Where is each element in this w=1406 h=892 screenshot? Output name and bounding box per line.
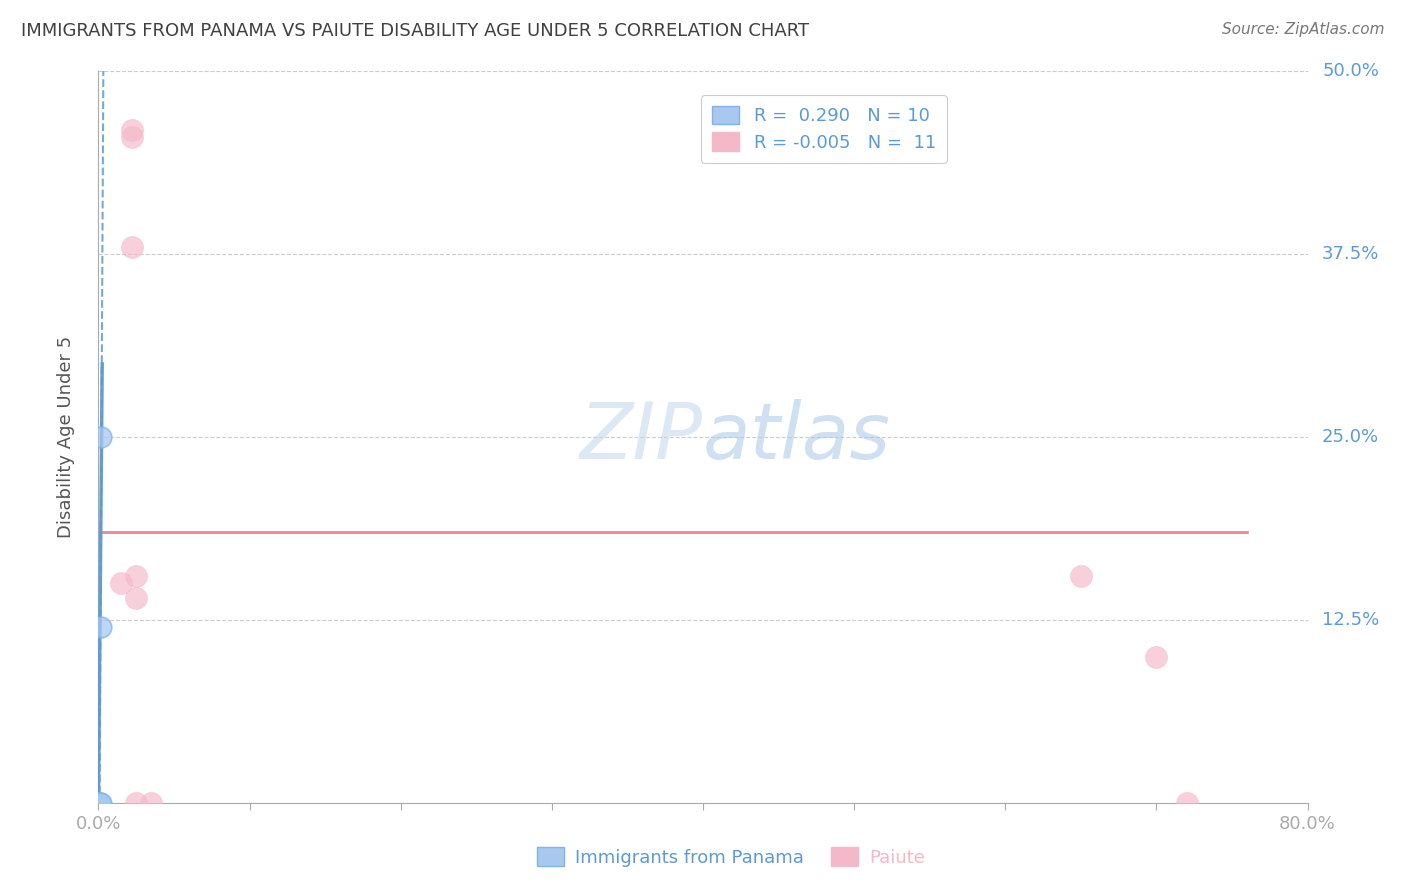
Text: Source: ZipAtlas.com: Source: ZipAtlas.com bbox=[1222, 22, 1385, 37]
Point bbox=[90, 796, 112, 810]
Point bbox=[110, 576, 132, 591]
Point bbox=[125, 796, 148, 810]
Legend: Immigrants from Panama, Paiute: Immigrants from Panama, Paiute bbox=[530, 840, 932, 874]
Point bbox=[90, 620, 112, 634]
Text: 25.0%: 25.0% bbox=[1322, 428, 1379, 446]
Point bbox=[121, 123, 143, 137]
Y-axis label: Disability Age Under 5: Disability Age Under 5 bbox=[56, 336, 75, 538]
Point bbox=[125, 591, 148, 605]
Text: ZIP: ZIP bbox=[581, 399, 703, 475]
Point bbox=[125, 569, 148, 583]
Point bbox=[141, 796, 163, 810]
Legend: R =  0.290   N = 10, R = -0.005   N =  11: R = 0.290 N = 10, R = -0.005 N = 11 bbox=[702, 95, 946, 162]
Point bbox=[90, 430, 112, 444]
Point bbox=[1144, 649, 1167, 664]
Text: 50.0%: 50.0% bbox=[1322, 62, 1379, 80]
Point bbox=[1070, 569, 1092, 583]
Point bbox=[89, 796, 111, 810]
Text: IMMIGRANTS FROM PANAMA VS PAIUTE DISABILITY AGE UNDER 5 CORRELATION CHART: IMMIGRANTS FROM PANAMA VS PAIUTE DISABIL… bbox=[21, 22, 810, 40]
Point bbox=[87, 796, 110, 810]
Point bbox=[89, 796, 111, 810]
Point bbox=[87, 796, 110, 810]
Point bbox=[87, 796, 110, 810]
Point bbox=[87, 796, 110, 810]
Text: atlas: atlas bbox=[703, 399, 891, 475]
Text: 37.5%: 37.5% bbox=[1322, 245, 1379, 263]
Point bbox=[121, 240, 143, 254]
Point bbox=[1175, 796, 1198, 810]
Point bbox=[87, 796, 110, 810]
Point bbox=[121, 130, 143, 145]
Text: 12.5%: 12.5% bbox=[1322, 611, 1379, 629]
